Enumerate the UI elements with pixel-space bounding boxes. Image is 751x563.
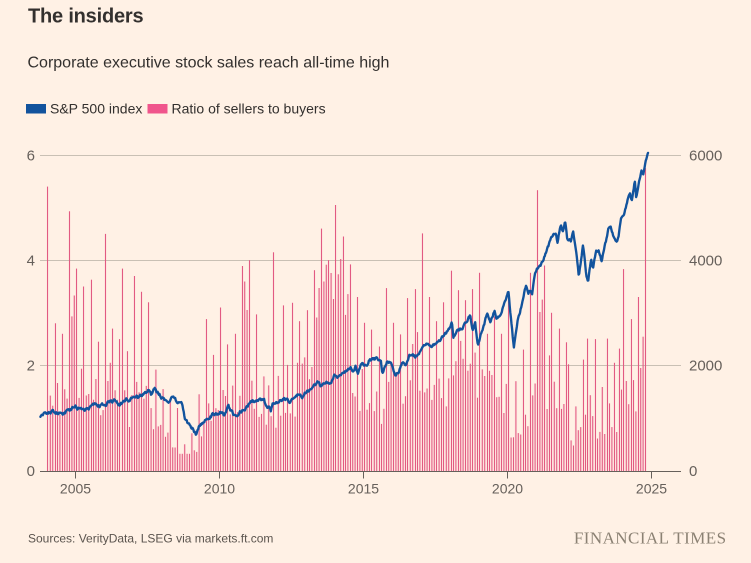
svg-text:The insiders: The insiders [28, 6, 143, 28]
svg-text:6000: 6000 [689, 147, 722, 164]
svg-text:FINANCIAL TIMES: FINANCIAL TIMES [574, 529, 727, 548]
svg-text:4000: 4000 [689, 253, 722, 270]
svg-text:0: 0 [689, 463, 697, 480]
svg-text:2025: 2025 [636, 481, 667, 497]
svg-text:Sources: VerityData, LSEG via: Sources: VerityData, LSEG via markets.ft… [28, 532, 273, 546]
svg-text:4: 4 [27, 253, 35, 270]
svg-text:2005: 2005 [60, 481, 91, 497]
svg-text:Ratio of sellers to buyers: Ratio of sellers to buyers [172, 101, 326, 117]
svg-text:Corporate executive stock sale: Corporate executive stock sales reach al… [28, 55, 390, 72]
svg-text:2010: 2010 [204, 481, 235, 497]
svg-text:2015: 2015 [348, 481, 379, 497]
svg-text:6: 6 [27, 147, 35, 164]
svg-text:2020: 2020 [492, 481, 523, 497]
svg-text:0: 0 [27, 463, 35, 480]
svg-text:S&P 500 index: S&P 500 index [50, 101, 142, 117]
svg-text:2000: 2000 [689, 358, 722, 375]
svg-text:2: 2 [27, 358, 35, 375]
